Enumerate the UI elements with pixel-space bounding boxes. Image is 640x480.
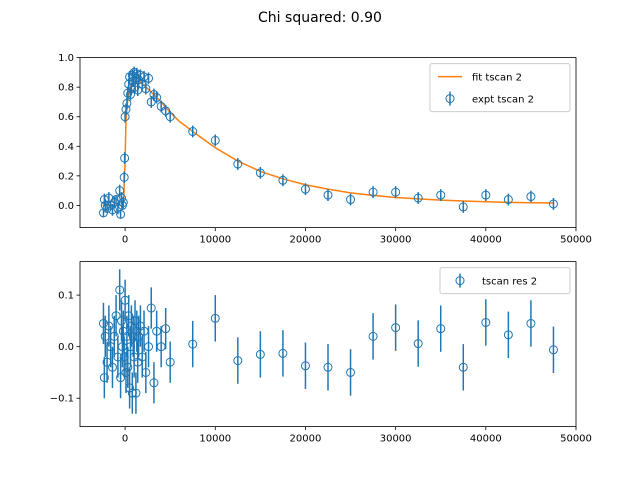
data-point xyxy=(346,367,356,377)
data-point xyxy=(300,184,310,194)
legend-label: tscan res 2 xyxy=(482,277,537,288)
data-point xyxy=(120,112,130,122)
data-point xyxy=(107,362,117,372)
data-point xyxy=(413,339,423,349)
data-point xyxy=(126,90,136,100)
legend-label: expt tscan 2 xyxy=(472,95,534,106)
data-point xyxy=(165,357,175,367)
data-point xyxy=(146,303,156,313)
data-point xyxy=(210,135,220,145)
data-point xyxy=(323,362,333,372)
data-point xyxy=(368,331,378,341)
data-point xyxy=(161,324,171,334)
y-tick-label: 1.0 xyxy=(58,53,74,64)
data-point xyxy=(255,349,265,359)
data-point xyxy=(122,98,132,108)
data-point xyxy=(458,202,468,212)
data-point xyxy=(141,84,151,94)
data-point xyxy=(210,313,220,323)
x-tick-label: 40000 xyxy=(470,235,502,246)
y-tick-label: 0.8 xyxy=(58,83,74,94)
data-point xyxy=(458,362,468,372)
data-point xyxy=(119,172,129,182)
data-point xyxy=(278,348,288,358)
figure-title: Chi squared: 0.90 xyxy=(258,10,382,26)
data-point xyxy=(481,317,491,327)
data-point xyxy=(152,93,162,103)
data-point xyxy=(116,193,126,203)
data-point xyxy=(188,127,198,137)
y-tick-label: 0.0 xyxy=(58,201,74,212)
y-tick-label: 0.0 xyxy=(58,342,74,353)
top-panel: 0 10000 20000 30000 40000 50000 0.0 0.2 0.4 0.6 0.… xyxy=(58,53,592,246)
x-tick-label: 0 xyxy=(122,235,128,246)
data-point xyxy=(116,209,126,219)
data-point xyxy=(436,324,446,334)
data-point xyxy=(144,73,154,83)
data-point xyxy=(118,197,128,207)
data-point xyxy=(128,76,138,86)
data-point xyxy=(413,193,423,203)
data-point xyxy=(278,175,288,185)
data-point xyxy=(149,378,159,388)
x-tick-label: 30000 xyxy=(380,434,412,445)
x-tick-label: 50000 xyxy=(560,235,592,246)
x-tick-label: 40000 xyxy=(470,434,502,445)
x-tick-label: 0 xyxy=(122,434,128,445)
data-point xyxy=(123,362,133,372)
data-point xyxy=(233,159,243,169)
bottom-panel: 0 10000 20000 30000 40000 50000 −0.1 0.0 0.1 tsca… xyxy=(50,261,592,445)
y-tick-label: 0.1 xyxy=(58,291,74,302)
legend-marker-handle xyxy=(445,94,455,104)
data-point xyxy=(526,192,536,202)
data-point xyxy=(503,330,513,340)
data-point xyxy=(300,361,310,371)
axes-frame xyxy=(79,261,577,428)
y-tick-label: 0.4 xyxy=(58,142,74,153)
data-point xyxy=(548,199,558,209)
data-point xyxy=(346,195,356,205)
x-tick-label: 10000 xyxy=(199,434,231,445)
data-point xyxy=(436,190,446,200)
data-point xyxy=(141,367,151,377)
data-point xyxy=(165,112,175,122)
y-tick-label: 0.2 xyxy=(58,171,74,182)
data-point xyxy=(131,388,141,398)
y-tick-label: −0.1 xyxy=(50,394,74,405)
data-point xyxy=(548,345,558,355)
x-tick-label: 10000 xyxy=(199,235,231,246)
data-point xyxy=(100,200,110,210)
data-point xyxy=(99,373,109,383)
data-point xyxy=(120,153,130,163)
data-point xyxy=(481,190,491,200)
data-point xyxy=(98,318,108,328)
data-point xyxy=(125,383,135,393)
legend-box xyxy=(429,63,571,113)
x-tick-label: 20000 xyxy=(290,235,322,246)
data-point xyxy=(188,339,198,349)
data-point xyxy=(144,342,154,352)
y-tick-label: 0.6 xyxy=(58,112,74,123)
data-point xyxy=(368,187,378,197)
data-point xyxy=(149,90,159,100)
data-point xyxy=(391,187,401,197)
legend-label: fit tscan 2 xyxy=(472,73,522,84)
data-point xyxy=(111,311,121,321)
data-point xyxy=(255,168,265,178)
x-tick-label: 30000 xyxy=(380,235,412,246)
data-point xyxy=(526,318,536,328)
data-point xyxy=(104,321,114,331)
data-point xyxy=(391,323,401,333)
data-point xyxy=(503,195,513,205)
x-tick-label: 50000 xyxy=(560,434,592,445)
data-point xyxy=(115,285,125,295)
legend-marker-handle xyxy=(455,276,465,286)
data-point xyxy=(323,190,333,200)
data-point xyxy=(121,104,131,114)
axes-frame xyxy=(79,57,577,228)
data-point xyxy=(233,356,243,366)
legend-box xyxy=(439,267,571,295)
x-tick-label: 20000 xyxy=(290,434,322,445)
